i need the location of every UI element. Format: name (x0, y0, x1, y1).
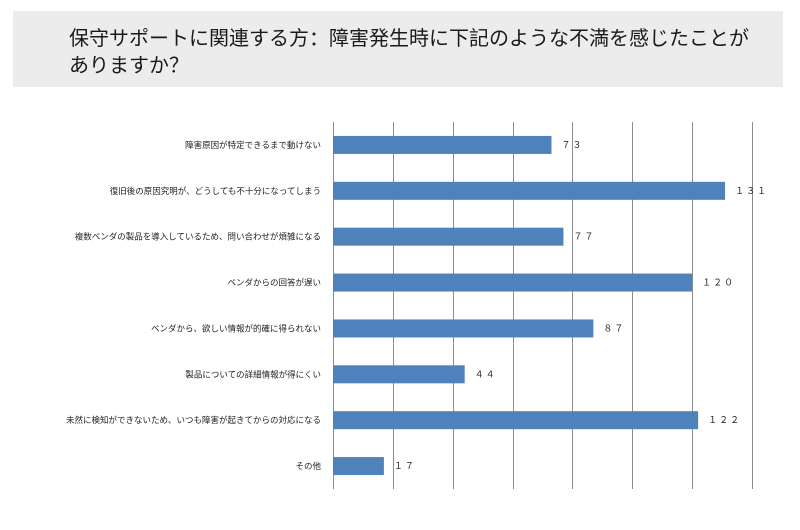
bar (333, 181, 726, 200)
bar (333, 273, 693, 292)
category-label: 障害原因が特定できるまで動けない (185, 140, 321, 151)
bar (333, 411, 699, 430)
category-label: 復旧後の原因究明が、どうしても不十分になってしまう (110, 186, 321, 197)
category-label: その他 (295, 461, 321, 472)
category-label: ベンダからの回答が遅い (227, 278, 321, 289)
bar (333, 227, 564, 246)
bar (333, 457, 384, 476)
title-box: 保守サポートに関連する方：障害発生時に下記のような不満を感じたことがありますか？ (13, 11, 783, 87)
value-label: ８７ (603, 324, 625, 334)
value-label: １７ (394, 462, 416, 472)
bar (333, 135, 552, 154)
value-label: １２２ (708, 416, 741, 426)
bar (333, 365, 465, 384)
chart-title: 保守サポートに関連する方：障害発生時に下記のような不満を感じたことがありますか？ (69, 26, 749, 77)
value-label: ７７ (573, 233, 595, 243)
value-label: １２０ (702, 279, 735, 289)
value-label: ７３ (561, 141, 583, 151)
value-label: １３１ (735, 187, 768, 197)
category-label: 製品についての詳細情報が得にくい (185, 369, 321, 380)
category-label: ベンダから、欲しい情報が的確に得られない (151, 323, 321, 334)
bar (333, 319, 594, 338)
category-label: 複数ベンダの製品を導入しているため、問い合わせが煩雑になる (75, 232, 321, 243)
category-label: 未然に検知ができないため、いつも障害が起きてからの対応になる (66, 415, 321, 426)
value-label: ４４ (475, 370, 497, 380)
